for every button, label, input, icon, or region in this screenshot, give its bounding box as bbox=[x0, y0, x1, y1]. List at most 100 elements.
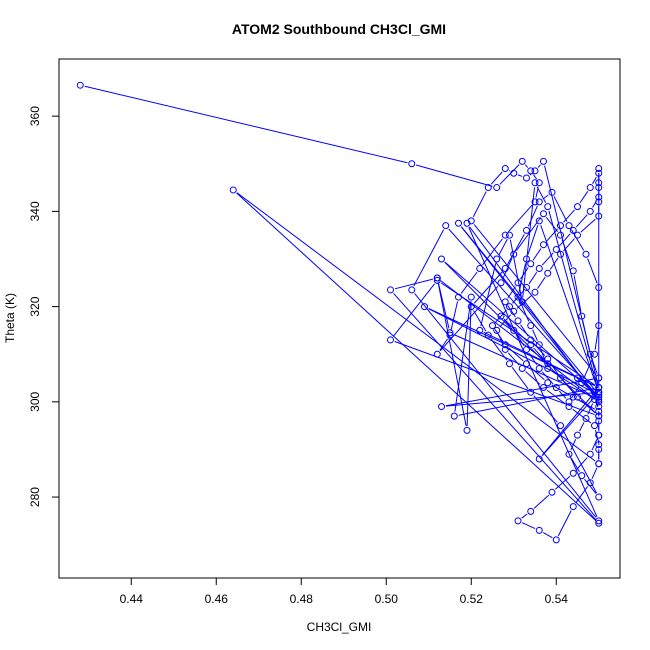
y-tick-label: 340 bbox=[28, 201, 42, 221]
data-point bbox=[467, 303, 475, 311]
data-point bbox=[523, 226, 530, 234]
data-point bbox=[569, 469, 577, 477]
series-segment bbox=[454, 301, 472, 412]
data-point bbox=[544, 379, 552, 387]
data-point bbox=[510, 326, 518, 334]
series-segment bbox=[473, 271, 503, 304]
data-point bbox=[595, 284, 603, 292]
data-point bbox=[514, 517, 522, 525]
series-segment bbox=[562, 429, 598, 494]
data-point bbox=[565, 403, 573, 411]
series-segment bbox=[533, 347, 546, 361]
series-segment bbox=[394, 341, 595, 416]
data-point bbox=[531, 198, 539, 206]
data-point bbox=[548, 488, 556, 496]
data-point bbox=[595, 179, 603, 187]
data-point bbox=[595, 388, 603, 396]
x-axis-label: CH3Cl_GMI bbox=[307, 620, 372, 634]
series-segment bbox=[579, 422, 585, 432]
series-segment bbox=[546, 228, 558, 242]
data-point bbox=[540, 241, 547, 249]
series-segment bbox=[236, 192, 596, 521]
series-segment bbox=[546, 389, 566, 405]
x-tick-label: 0.44 bbox=[120, 592, 144, 606]
data-point bbox=[535, 364, 543, 372]
data-point bbox=[501, 165, 509, 173]
data-point bbox=[484, 331, 492, 339]
data-point bbox=[595, 519, 603, 527]
data-point bbox=[527, 260, 535, 268]
data-point bbox=[501, 341, 509, 349]
data-point bbox=[591, 422, 598, 430]
y-tick-label: 300 bbox=[28, 391, 42, 411]
data-point bbox=[569, 226, 577, 234]
series-segment bbox=[540, 224, 598, 389]
data-point bbox=[527, 388, 535, 396]
data-point bbox=[574, 203, 581, 211]
x-tick-label: 0.46 bbox=[205, 592, 229, 606]
series-segment bbox=[450, 301, 459, 331]
data-point bbox=[493, 184, 501, 192]
data-point bbox=[586, 479, 594, 487]
data-point bbox=[574, 431, 581, 439]
series-segment bbox=[575, 214, 588, 228]
data-point bbox=[450, 412, 458, 420]
series-segment bbox=[393, 292, 597, 521]
series-segment bbox=[521, 513, 528, 519]
series-segment bbox=[541, 252, 554, 266]
data-point bbox=[569, 393, 577, 401]
series-segment bbox=[472, 191, 487, 218]
data-point bbox=[557, 250, 564, 258]
series-segment bbox=[468, 227, 598, 517]
data-point bbox=[535, 455, 543, 463]
series-segment bbox=[541, 371, 554, 385]
series-segment bbox=[541, 390, 597, 456]
data-point bbox=[540, 210, 547, 218]
series-segment bbox=[511, 367, 529, 389]
data-point bbox=[565, 222, 573, 230]
series-segment bbox=[553, 196, 568, 222]
data-point bbox=[595, 441, 603, 449]
data-point bbox=[497, 312, 505, 320]
data-point bbox=[586, 184, 594, 192]
series-segment bbox=[583, 358, 594, 379]
data-point bbox=[387, 336, 394, 344]
data-point bbox=[548, 188, 556, 196]
data-point bbox=[595, 445, 603, 453]
series-points bbox=[76, 81, 603, 544]
data-point bbox=[535, 217, 543, 225]
series-segment bbox=[507, 305, 516, 318]
data-point bbox=[544, 360, 552, 368]
data-point bbox=[586, 450, 594, 458]
series-segment bbox=[563, 209, 575, 223]
series-segment bbox=[413, 229, 445, 287]
series-segment bbox=[415, 164, 493, 187]
series-segment bbox=[541, 395, 597, 456]
series-segment bbox=[527, 224, 539, 255]
data-point bbox=[476, 326, 484, 334]
series-segment bbox=[473, 310, 487, 332]
data-point bbox=[467, 293, 475, 301]
data-point bbox=[527, 341, 535, 349]
data-point bbox=[523, 174, 530, 182]
data-point bbox=[552, 384, 560, 392]
data-point bbox=[523, 345, 530, 353]
series-segment bbox=[414, 293, 597, 518]
data-point bbox=[506, 231, 513, 239]
data-point bbox=[569, 267, 577, 275]
data-point bbox=[595, 184, 603, 192]
data-point bbox=[595, 393, 603, 401]
series-segment bbox=[528, 271, 538, 285]
data-point bbox=[595, 398, 603, 406]
x-tick-label: 0.54 bbox=[545, 592, 569, 606]
data-point bbox=[595, 460, 603, 468]
series-segment bbox=[444, 261, 596, 395]
series-segment bbox=[579, 191, 589, 204]
data-point bbox=[574, 231, 581, 239]
data-point bbox=[574, 374, 581, 382]
series-segment bbox=[394, 278, 434, 290]
data-point bbox=[574, 393, 581, 401]
series-segment bbox=[520, 267, 529, 280]
data-point bbox=[578, 379, 586, 387]
